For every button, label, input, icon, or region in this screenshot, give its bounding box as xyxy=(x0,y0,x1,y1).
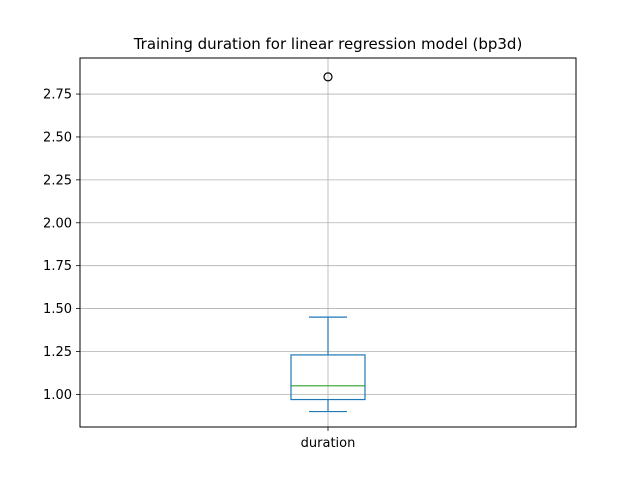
y-tick-label: 2.25 xyxy=(43,173,72,188)
y-tick-label: 1.00 xyxy=(43,388,72,403)
y-tick-label: 2.50 xyxy=(43,130,72,145)
y-tick-label: 2.00 xyxy=(43,216,72,231)
x-tick-label: duration xyxy=(301,436,356,451)
outlier-point xyxy=(323,72,333,82)
marks xyxy=(290,72,366,413)
y-tick-label: 2.75 xyxy=(43,88,72,103)
grid xyxy=(80,58,576,427)
y-tick-label: 1.50 xyxy=(43,302,72,317)
box xyxy=(290,354,366,401)
y-tick-label: 1.75 xyxy=(43,259,72,274)
chart-title: Training duration for linear regression … xyxy=(133,35,523,53)
y-tick-label: 1.25 xyxy=(43,345,72,360)
ticks: 1.00 1.25 1.50 1.75 2.00 2.25 2.50 2.75 duration xyxy=(43,88,355,451)
